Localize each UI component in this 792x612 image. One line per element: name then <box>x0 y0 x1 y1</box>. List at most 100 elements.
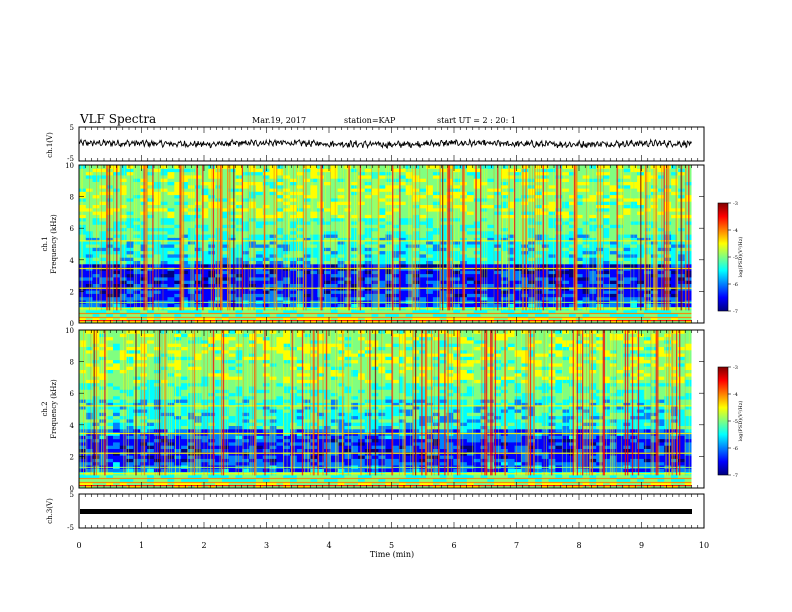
spectrogram-cell <box>303 211 311 215</box>
spectrogram-cell <box>453 296 461 301</box>
spectrogram-cell <box>283 204 291 209</box>
spectrogram-cell <box>283 165 291 169</box>
spectrogram-cell <box>609 188 618 192</box>
spectrogram-cell <box>426 263 434 268</box>
spectrogram-cell <box>255 263 264 268</box>
spectrogram-cell <box>378 316 386 321</box>
spectrogram-cell <box>303 191 311 196</box>
spectrogram-cell <box>119 214 128 219</box>
spectrogram-cell <box>514 237 522 242</box>
spectrogram-cell <box>133 204 141 209</box>
spectrogram-cell <box>487 250 495 255</box>
spectrogram-cell <box>385 257 393 261</box>
spectrogram-cell <box>167 188 175 192</box>
spectrogram-cell <box>133 244 141 248</box>
spectrogram-cell <box>521 296 529 301</box>
spectrogram-cell <box>562 303 570 308</box>
spectrogram-cell <box>99 227 107 232</box>
spectrogram-cell <box>310 204 318 209</box>
spectrogram-cell <box>255 178 264 182</box>
spectrogram-cell <box>616 260 624 265</box>
spectrogram-cell <box>371 283 379 288</box>
spectrogram-cell <box>548 230 556 235</box>
spectrogram-cell <box>133 221 141 225</box>
spectrogram-cell <box>269 316 277 321</box>
spectrogram-cell <box>507 194 516 199</box>
spectrogram-cell <box>147 171 155 176</box>
spectrogram-cell <box>194 221 202 225</box>
spectrogram-cell <box>378 214 386 219</box>
spectrogram-cell <box>466 188 475 192</box>
spectrogram-cell <box>671 303 679 308</box>
spectrogram-cell <box>466 194 475 199</box>
spectrogram-cell <box>548 283 556 288</box>
spectrogram-cell <box>426 165 434 169</box>
spectrogram-cell <box>201 207 209 212</box>
spectrogram-cell <box>548 178 556 182</box>
spectrogram-cell <box>181 207 189 212</box>
spectrogram-cell <box>385 174 393 179</box>
spectrogram-cell <box>555 234 563 238</box>
spectrogram-cell <box>324 319 332 324</box>
spectrogram-cell <box>262 221 271 225</box>
spectrogram-cell <box>432 247 441 252</box>
spectrogram-cell <box>160 171 168 176</box>
spectrogram-cell <box>215 174 223 179</box>
spectrogram-cell <box>310 188 318 192</box>
spectrogram-cell <box>507 234 516 238</box>
spectrogram-cell <box>201 263 209 268</box>
spectrogram-cell <box>446 319 454 324</box>
spectrogram-cell <box>276 181 284 186</box>
spectrogram-cell <box>201 194 209 199</box>
spectrogram-cell <box>514 276 522 281</box>
spectrogram-cell <box>609 309 618 314</box>
spectrogram-cell <box>500 234 509 238</box>
spectrogram-cell <box>555 276 563 281</box>
spectrogram-cell <box>113 316 121 321</box>
spectrogram-cell <box>133 184 141 189</box>
spectrogram-cell <box>337 313 345 317</box>
spectrogram-cell <box>269 178 277 182</box>
spectrogram-cell <box>473 237 481 242</box>
spectrogram-cell <box>201 316 209 321</box>
spectrogram-cell <box>535 217 543 222</box>
spectrogram-cell <box>562 174 570 179</box>
spectrogram-cell <box>562 197 570 202</box>
spectrogram-cell <box>296 224 305 229</box>
spectrogram-cell <box>133 319 141 324</box>
spectrogram-cell <box>432 194 441 199</box>
spectrogram-cell <box>548 168 556 173</box>
spectrogram-cell <box>160 316 168 321</box>
spectrogram-cell <box>623 316 631 321</box>
spectrogram-cell <box>671 309 679 314</box>
spectrogram-cell <box>153 174 162 179</box>
spectrogram-cell <box>609 316 618 321</box>
spectrogram-cell <box>242 313 250 317</box>
spectrogram-cell <box>453 253 461 258</box>
spectrogram-cell <box>242 247 250 252</box>
spectrogram-cell <box>535 214 543 219</box>
spectrogram-cell <box>221 171 230 176</box>
spectrogram-cell <box>398 221 407 225</box>
spectrogram-cell <box>562 194 570 199</box>
spectrogram-cell <box>535 303 543 308</box>
spectrogram-cell <box>535 257 543 261</box>
spectrogram-cell <box>296 168 305 173</box>
spectrogram-cell <box>153 194 162 199</box>
spectrogram-cell <box>569 237 577 242</box>
spectrogram-cell <box>242 280 250 284</box>
spectrogram-cell <box>208 276 216 281</box>
spectrogram-cell <box>215 250 223 255</box>
spectrogram-cell <box>330 165 339 169</box>
spectrogram-cell <box>324 293 332 298</box>
spectrogram-cell <box>194 204 202 209</box>
spectrogram-cell <box>500 230 509 235</box>
spectrogram-cell <box>160 204 168 209</box>
spectrogram-cell <box>514 214 522 219</box>
spectrogram-cell <box>432 165 441 169</box>
spectrogram-cell <box>296 319 305 324</box>
spectrogram-cell <box>358 319 366 324</box>
spectrogram-cell <box>208 290 216 294</box>
spectrogram-cell <box>555 224 563 229</box>
spectrogram-cell <box>378 191 386 196</box>
